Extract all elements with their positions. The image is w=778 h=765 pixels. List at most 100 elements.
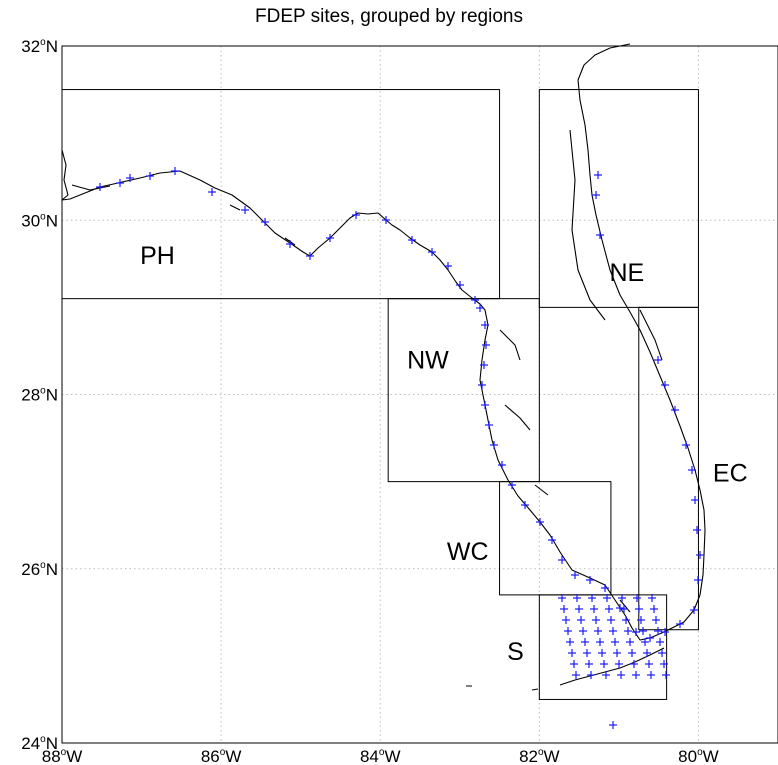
site-marker	[585, 660, 593, 668]
site-marker	[618, 594, 626, 602]
site-marker	[478, 381, 486, 389]
site-marker	[630, 660, 638, 668]
site-marker	[600, 660, 608, 668]
site-marker	[609, 627, 617, 635]
site-marker	[645, 660, 653, 668]
site-marker	[444, 262, 452, 270]
site-marker	[428, 248, 436, 256]
site-marker	[615, 660, 623, 668]
site-marker	[596, 231, 604, 239]
site-marker	[564, 627, 572, 635]
site-marker	[592, 616, 600, 624]
site-marker	[646, 634, 654, 642]
region-box-ne	[538, 89, 699, 308]
site-marker	[96, 183, 104, 191]
site-marker	[620, 605, 628, 613]
site-marker	[632, 671, 640, 679]
site-marker	[661, 381, 669, 389]
map-title: FDEP sites, grouped by regions	[255, 6, 523, 27]
site-marker	[643, 649, 651, 657]
region-label-s: S	[507, 638, 524, 666]
site-marker	[586, 576, 594, 584]
site-marker	[352, 211, 360, 219]
grid-lines	[61, 46, 778, 743]
fdep-sites	[96, 167, 704, 729]
site-marker	[208, 188, 216, 196]
site-marker	[490, 441, 498, 449]
site-marker	[116, 179, 124, 187]
site-marker	[588, 594, 596, 602]
site-marker	[146, 172, 154, 180]
site-marker	[628, 649, 636, 657]
site-marker	[548, 536, 556, 544]
site-marker	[566, 638, 574, 646]
site-marker	[286, 240, 294, 248]
site-marker	[579, 627, 587, 635]
site-marker	[408, 236, 416, 244]
site-marker	[126, 174, 134, 182]
site-marker	[605, 605, 613, 613]
coastline	[61, 43, 706, 691]
site-marker	[633, 594, 641, 602]
site-marker	[577, 616, 585, 624]
region-box-wc	[499, 481, 612, 596]
site-marker	[641, 638, 649, 646]
site-marker	[662, 671, 670, 679]
site-marker	[601, 584, 609, 592]
site-marker	[508, 481, 516, 489]
site-marker	[521, 501, 529, 509]
site-marker	[558, 594, 566, 602]
site-marker	[635, 605, 643, 613]
site-marker	[241, 206, 249, 214]
site-marker	[682, 441, 690, 449]
site-marker	[498, 461, 506, 469]
map-frame	[61, 45, 778, 744]
site-marker	[616, 604, 624, 612]
site-marker	[617, 671, 625, 679]
site-marker	[639, 627, 647, 635]
site-marker	[613, 649, 621, 657]
site-marker	[647, 671, 655, 679]
lat-tick-label: 28oN	[21, 386, 58, 405]
lon-tick-label: 82oW	[519, 747, 560, 765]
site-marker	[558, 556, 566, 564]
site-marker	[481, 321, 489, 329]
site-marker	[611, 638, 619, 646]
region-label-nw: NW	[407, 346, 449, 374]
site-marker	[594, 171, 602, 179]
lon-tick-label: 88oW	[42, 747, 83, 765]
site-marker	[570, 660, 578, 668]
site-marker	[603, 594, 611, 602]
coastline-bays	[71, 129, 663, 613]
site-marker	[596, 638, 604, 646]
site-marker	[571, 571, 579, 579]
site-marker	[671, 406, 679, 414]
lon-tick-label: 86oW	[201, 747, 242, 765]
site-marker	[696, 551, 704, 559]
site-marker	[568, 649, 576, 657]
site-marker	[485, 421, 493, 429]
site-marker	[654, 627, 662, 635]
site-marker	[693, 526, 701, 534]
region-label-wc: WC	[447, 538, 489, 566]
site-marker	[581, 638, 589, 646]
site-marker	[536, 518, 544, 526]
site-marker	[648, 594, 656, 602]
site-marker	[572, 671, 580, 679]
site-marker	[624, 627, 632, 635]
site-marker	[691, 496, 699, 504]
site-marker	[598, 649, 606, 657]
site-marker	[171, 167, 179, 175]
lon-tick-label: 84oW	[360, 747, 401, 765]
site-marker	[637, 616, 645, 624]
site-marker	[656, 638, 664, 646]
lat-tick-label: 30oN	[21, 211, 58, 230]
lat-tick-label: 24oN	[21, 734, 58, 753]
coastline-islet	[466, 685, 539, 691]
site-marker	[382, 216, 390, 224]
site-marker	[575, 605, 583, 613]
region-label-ne: NE	[609, 259, 644, 287]
site-marker	[632, 628, 640, 636]
site-marker	[456, 281, 464, 289]
